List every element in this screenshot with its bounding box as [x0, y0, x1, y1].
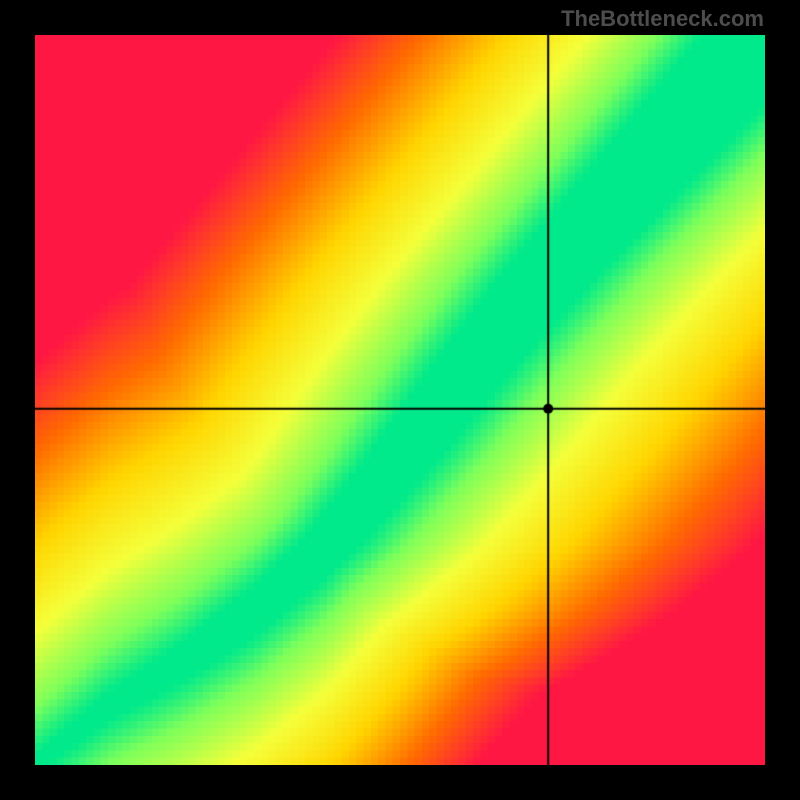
watermark-text: TheBottleneck.com	[561, 6, 764, 32]
bottleneck-heatmap	[35, 35, 765, 765]
chart-container: TheBottleneck.com	[0, 0, 800, 800]
